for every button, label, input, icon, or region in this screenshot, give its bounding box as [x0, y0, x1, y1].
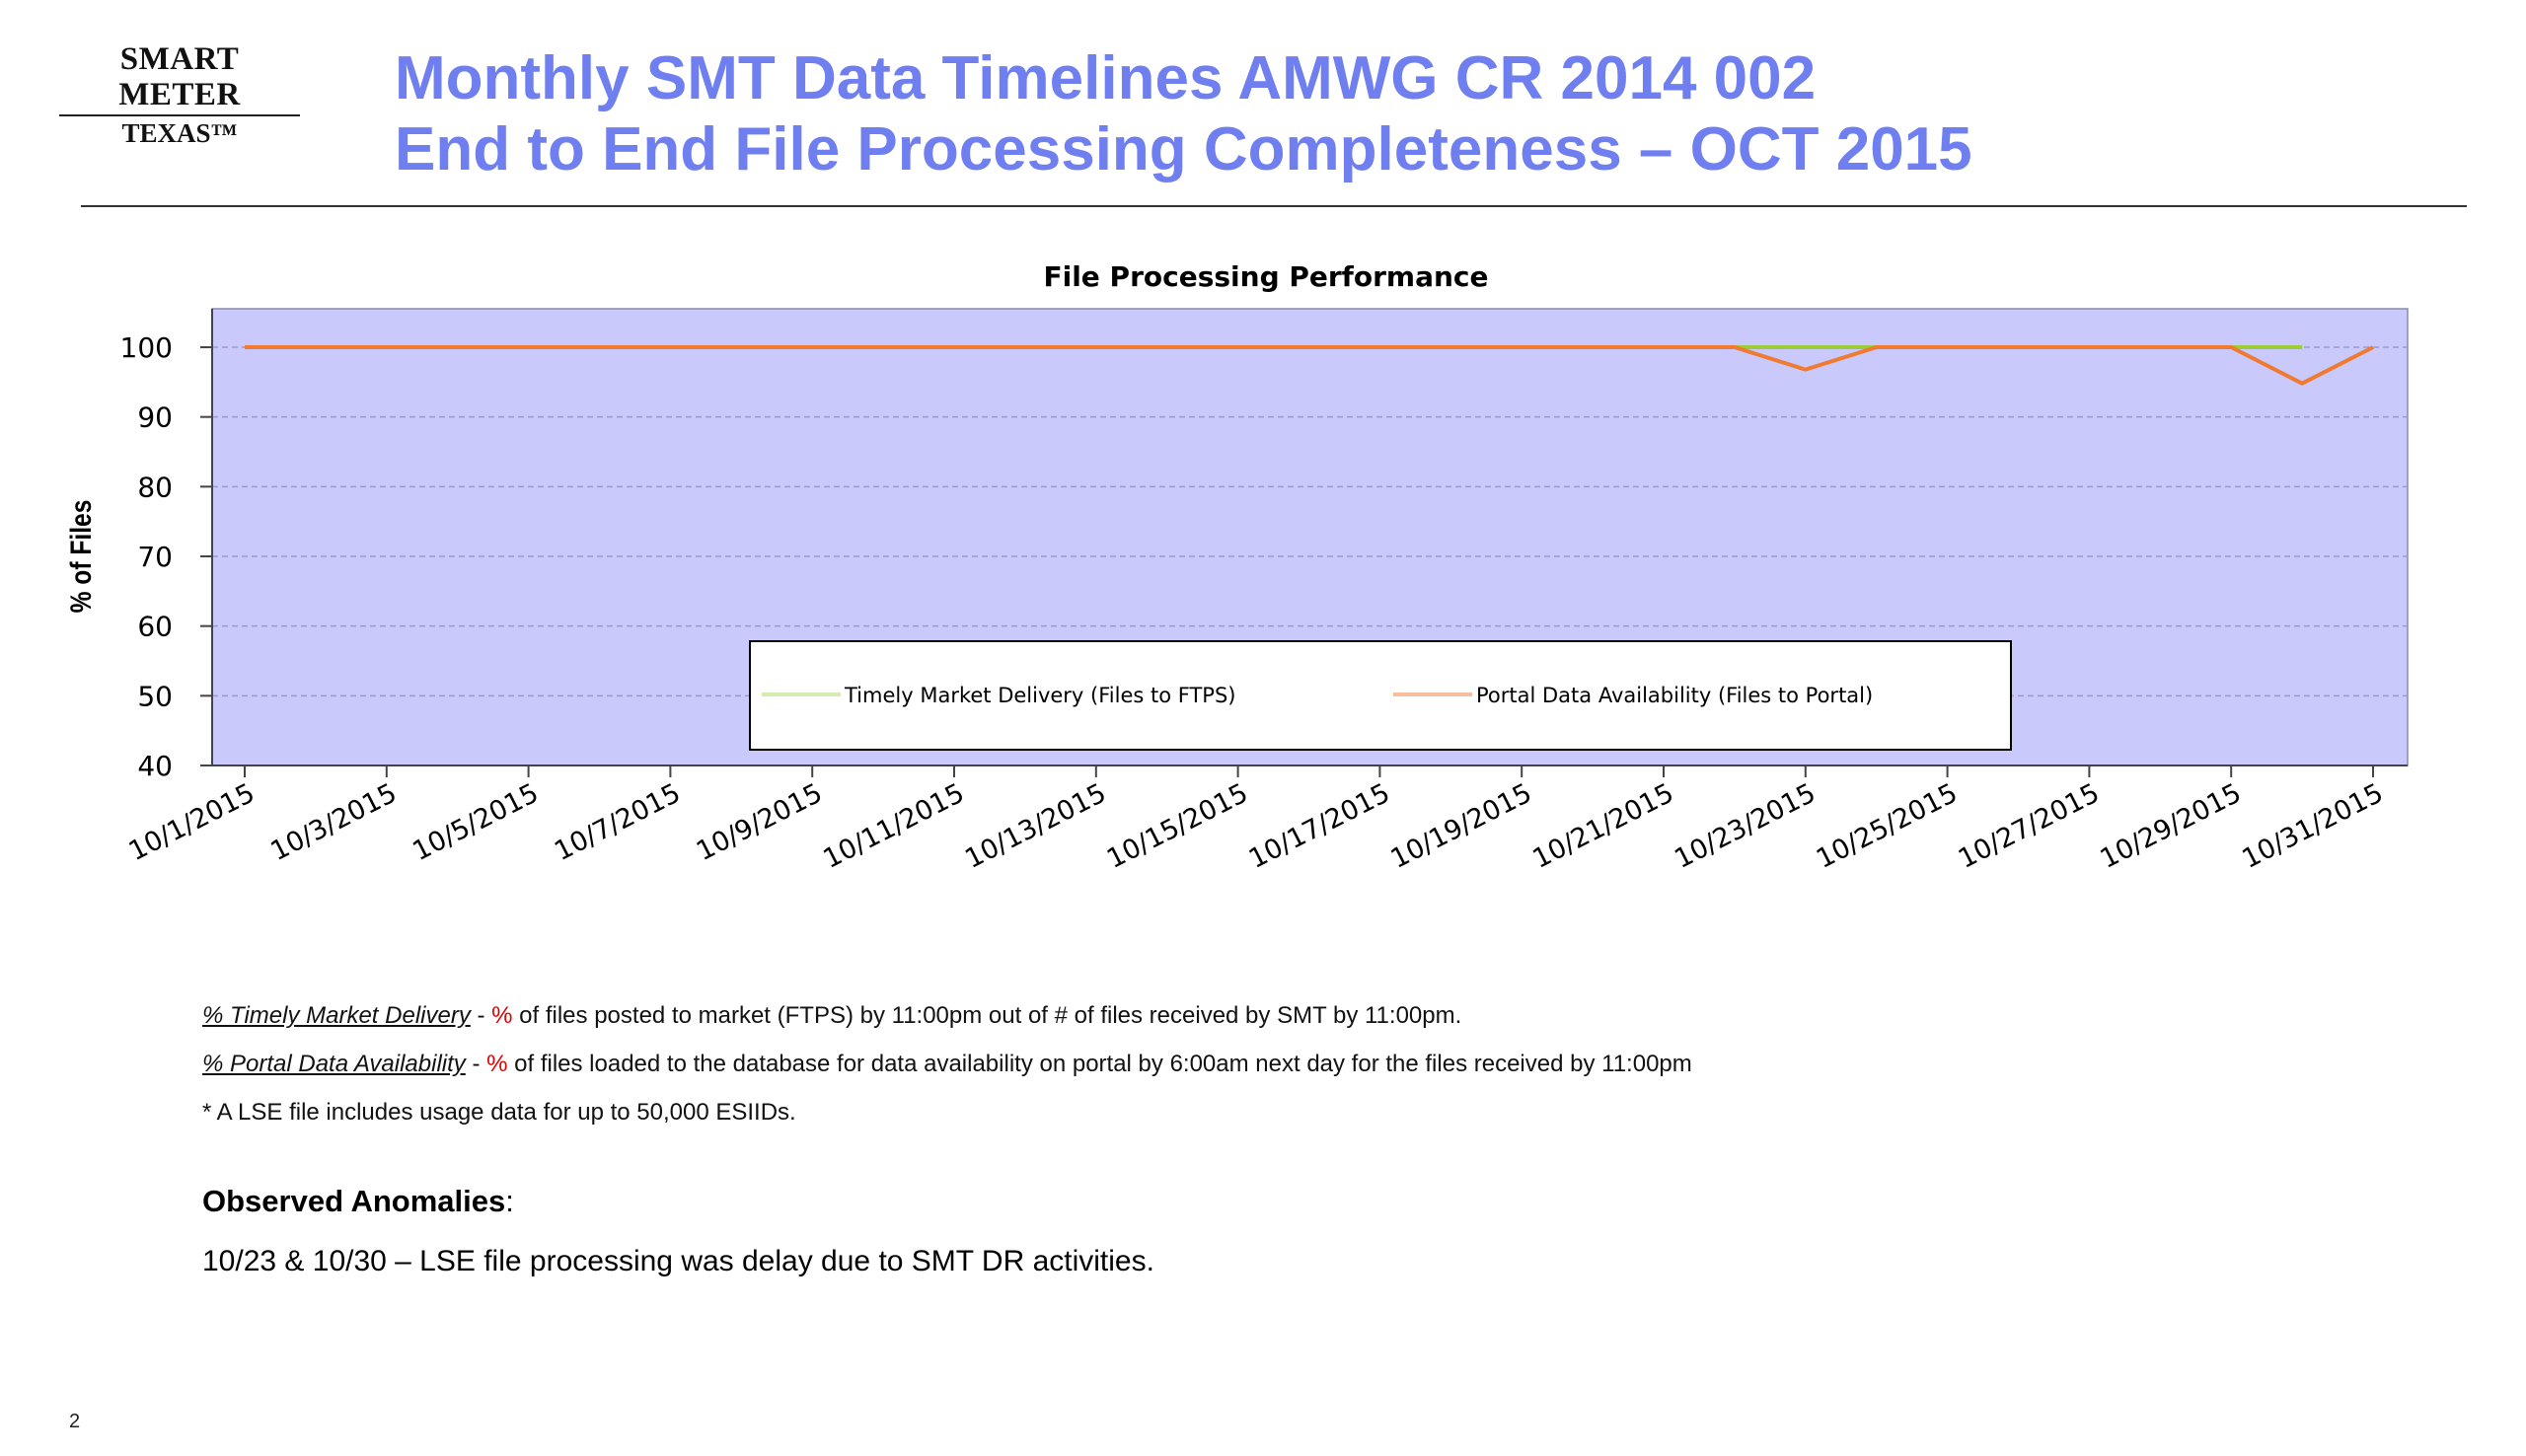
legend-label-portal: Portal Data Availability (Files to Porta…: [1476, 684, 1873, 707]
page-number: 2: [69, 1411, 81, 1432]
y-tick-label: 40: [137, 750, 173, 782]
x-tick-label: 10/11/2015: [818, 778, 969, 875]
page-title-line1: Monthly SMT Data Timelines AMWG CR 2014 …: [395, 44, 1817, 112]
y-tick-label: 60: [137, 611, 173, 643]
portal-dash: -: [465, 1051, 487, 1077]
y-tick-label: 90: [137, 401, 173, 434]
page-title-line2: End to End File Processing Completeness …: [395, 115, 1972, 183]
y-tick-label: 80: [137, 471, 173, 503]
x-tick-label: 10/17/2015: [1244, 778, 1395, 875]
timely-pct: %: [491, 1002, 513, 1029]
x-tick-label: 10/15/2015: [1102, 778, 1253, 875]
anomalies-heading-text: Observed Anomalies: [202, 1184, 506, 1218]
x-tick-label: 10/23/2015: [1670, 778, 1820, 875]
y-tick-label: 50: [137, 680, 173, 712]
page-title: Monthly SMT Data Timelines AMWG CR 2014 …: [395, 43, 1972, 185]
x-tick-label: 10/9/2015: [692, 778, 827, 867]
x-tick-label: 10/21/2015: [1527, 778, 1678, 875]
anomalies-heading-colon: :: [505, 1184, 514, 1218]
y-axis-label: % of Files: [64, 500, 98, 614]
portal-pct: %: [486, 1051, 508, 1077]
x-tick-label: 10/13/2015: [960, 778, 1111, 875]
y-axis: 40 50 60 70 80 90 100: [120, 309, 213, 782]
lse-note: * A LSE file includes usage data for up …: [202, 1099, 796, 1126]
logo-line1: SMART METER: [118, 41, 241, 112]
x-tick-label: 10/3/2015: [266, 778, 402, 867]
x-tick-label: 10/5/2015: [408, 778, 543, 867]
legend-label-timely: Timely Market Delivery (Files to FTPS): [844, 684, 1235, 707]
x-tick-label: 10/19/2015: [1386, 778, 1537, 875]
logo-divider: [59, 114, 300, 116]
portal-definition: % Portal Data Availability - % of files …: [202, 1051, 2373, 1078]
chart-title: File Processing Performance: [1043, 260, 1488, 293]
x-tick-label: 10/31/2015: [2237, 778, 2388, 875]
timely-description: of files posted to market (FTPS) by 11:0…: [512, 1002, 1462, 1029]
legend-box: [749, 640, 2012, 751]
legend: Timely Market Delivery (Files to FTPS) P…: [749, 640, 2012, 751]
timely-dash: -: [470, 1002, 492, 1029]
anomalies-heading: Observed Anomalies:: [202, 1184, 514, 1219]
anomalies-text: 10/23 & 10/30 – LSE file processing was …: [202, 1245, 1154, 1277]
y-tick-label: 100: [120, 331, 173, 364]
x-tick-label: 10/1/2015: [124, 778, 260, 867]
definitions: % Timely Market Delivery - % of files po…: [202, 1002, 2373, 1147]
logo-line2: TEXAS™: [121, 118, 238, 148]
title-divider: [81, 205, 2467, 207]
portal-description: of files loaded to the database for data…: [507, 1051, 1692, 1077]
file-processing-chart: File Processing Performance 40 50 60 70 80 90…: [64, 260, 2409, 875]
portal-term: % Portal Data Availability: [202, 1051, 466, 1077]
x-tick-label: 10/29/2015: [2096, 778, 2247, 875]
y-tick-label: 70: [137, 541, 173, 573]
x-tick-label: 10/7/2015: [550, 778, 685, 867]
series-layer: [245, 345, 2374, 386]
series-line-portal: [245, 345, 2374, 386]
timely-term: % Timely Market Delivery: [202, 1002, 471, 1029]
x-tick-label: 10/25/2015: [1812, 778, 1963, 875]
timely-definition: % Timely Market Delivery - % of files po…: [202, 1002, 2373, 1030]
x-tick-label: 10/27/2015: [1954, 778, 2105, 875]
x-axis: 10/1/2015 10/3/2015 10/5/2015 10/7/2015 10/9…: [124, 764, 2408, 875]
logo: SMART METER TEXAS™: [59, 41, 300, 148]
